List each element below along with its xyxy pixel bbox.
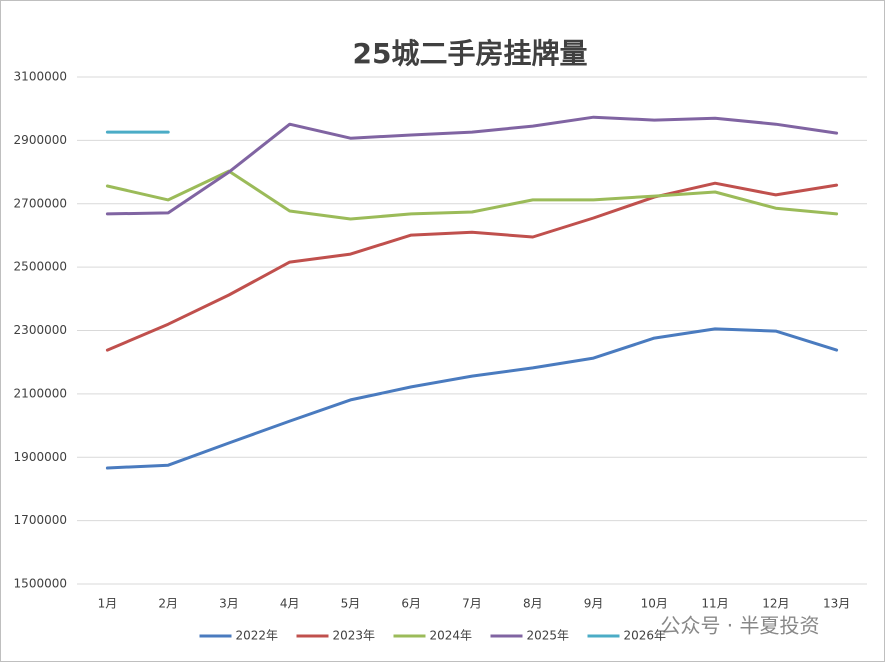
- x-tick-label: 1月: [98, 597, 118, 611]
- y-tick-label: 1700000: [14, 513, 67, 527]
- y-tick-label: 1900000: [14, 450, 67, 464]
- y-tick-label: 1500000: [14, 577, 67, 591]
- series-line: [105, 181, 839, 352]
- x-tick-label: 5月: [341, 597, 361, 611]
- x-tick-label: 4月: [280, 597, 300, 611]
- x-tick-label: 11月: [701, 597, 728, 611]
- x-tick-label: 8月: [523, 597, 543, 611]
- y-tick-label: 2300000: [14, 323, 67, 337]
- y-tick-label: 2700000: [14, 196, 67, 210]
- watermark: 公众号 · 半夏投资: [660, 614, 819, 638]
- x-tick-label: 12月: [762, 597, 789, 611]
- x-tick-label: 13月: [823, 597, 850, 611]
- chart-title: 25城二手房挂牌量: [353, 37, 588, 70]
- x-tick-label: 9月: [584, 597, 604, 611]
- legend-label: 2022年: [236, 629, 279, 643]
- y-tick-label: 2900000: [14, 133, 67, 147]
- y-tick-label: 3100000: [14, 70, 67, 84]
- legend-label: 2023年: [333, 629, 376, 643]
- y-tick-label: 2500000: [14, 260, 67, 274]
- x-tick-label: 2月: [158, 597, 178, 611]
- legend-label: 2024年: [430, 629, 473, 643]
- x-tick-label: 10月: [641, 597, 668, 611]
- y-tick-label: 2100000: [14, 386, 67, 400]
- legend-label: 2025年: [527, 629, 570, 643]
- series-line: [105, 327, 839, 470]
- legend-label: 2026年: [624, 629, 667, 643]
- x-tick-label: 7月: [462, 597, 482, 611]
- x-tick-label: 6月: [401, 597, 421, 611]
- x-tick-label: 3月: [219, 597, 239, 611]
- series-line: [105, 115, 839, 216]
